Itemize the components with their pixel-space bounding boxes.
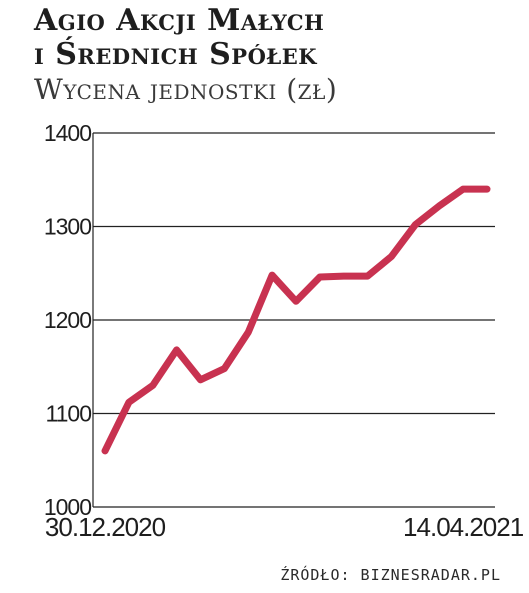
y-tick-label: 1300 [44,214,91,240]
chart-subtitle: Wycena jednostki (zł) [34,73,338,106]
title-line-2: i Średnich Spółek [34,37,318,72]
source-note: ŹRÓDŁO: BIZNESRADAR.PL [280,566,501,584]
series-lines [101,185,491,455]
x-axis-ticks: 30.12.2020 14.04.2021 [45,512,525,542]
title-line-1: Agio Akcji Małych [34,3,325,38]
x-tick-label: 14.04.2021 [403,512,524,542]
y-tick-label: 1000 [44,494,91,520]
series-line [101,185,491,455]
y-tick-label: 1400 [44,120,91,146]
y-tick-label: 1200 [44,307,91,333]
y-axis-ticks: 1000 1100 1200 1300 1400 [44,120,92,520]
grid-lines [92,132,495,508]
chart-title: Agio Akcji Małych i Średnich Spółek [34,4,324,72]
x-tick-label: 30.12.2020 [45,512,166,542]
y-tick-label: 1100 [46,401,92,427]
